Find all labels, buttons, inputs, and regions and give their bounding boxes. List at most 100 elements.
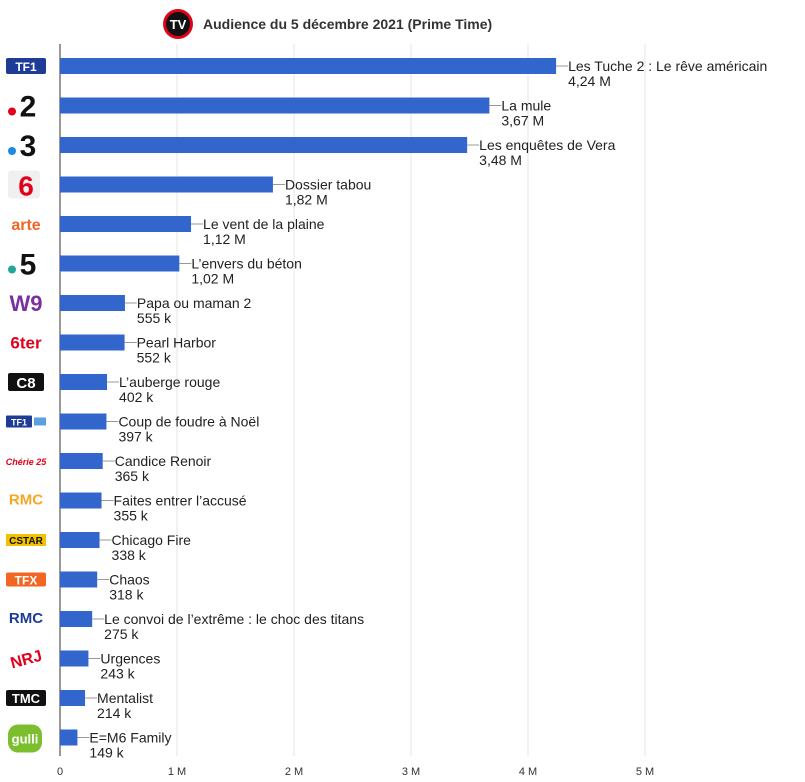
program-label: Le vent de la plaine: [203, 216, 325, 232]
bar: [60, 255, 180, 272]
value-label: 4,24 M: [568, 73, 611, 89]
value-label: 552 k: [137, 350, 172, 366]
logo-text: 3: [20, 130, 37, 163]
x-tick-label: 4 M: [519, 766, 537, 778]
logo-text: gulli: [12, 732, 39, 747]
program-label: Candice Renoir: [115, 453, 212, 469]
bar: [60, 413, 107, 430]
logo-text: NRJ: [9, 648, 44, 673]
program-label: Les Tuche 2 : Le rêve américain: [568, 58, 767, 74]
program-label: Les enquêtes de Vera: [479, 137, 615, 153]
nrj12-logo: NRJ: [9, 648, 44, 673]
france2-logo: 2: [8, 91, 36, 124]
logo-text: TFX: [15, 574, 38, 588]
program-label: Le convoi de l’extrême : le choc des tit…: [104, 611, 364, 627]
logo-text: RMC: [9, 610, 43, 627]
program-label: La mule: [501, 98, 551, 114]
bar: [60, 492, 102, 509]
value-label: 214 k: [97, 705, 132, 721]
value-label: 338 k: [112, 547, 147, 563]
chart-title: Audience du 5 décembre 2021 (Prime Time): [203, 16, 492, 32]
bar: [60, 453, 103, 469]
bar: [60, 650, 89, 667]
value-label: 397 k: [118, 429, 153, 445]
x-tick-label: 1 M: [168, 766, 186, 778]
value-label: 1,82 M: [285, 192, 328, 208]
value-label: 555 k: [137, 310, 172, 326]
logo-text: TF1: [11, 418, 27, 428]
logo-text: 6: [18, 171, 34, 202]
bar: [60, 611, 93, 627]
bar: [60, 176, 273, 193]
w9-logo: W9: [10, 291, 43, 316]
value-label: 243 k: [100, 666, 135, 682]
value-label: 318 k: [109, 587, 144, 603]
bar: [60, 334, 125, 351]
channel-logos: TF1 2 3 6 arte 5 W9 6ter C8 TF1 Chérie 25 RMC CSTAR T…: [6, 58, 48, 753]
rmc-decouverte-logo: RMC: [9, 610, 43, 627]
program-label: Pearl Harbor: [137, 335, 217, 351]
value-label: 1,02 M: [191, 271, 234, 287]
cstar-logo: CSTAR: [6, 534, 46, 547]
grid-lines: [59, 44, 646, 756]
logo-text: Chérie 25: [6, 457, 48, 467]
program-label: Chaos: [109, 572, 149, 588]
6ter-logo: 6ter: [10, 334, 42, 353]
value-label: 275 k: [104, 626, 139, 642]
program-label: Coup de foudre à Noël: [118, 414, 259, 430]
value-label: 402 k: [119, 389, 154, 405]
logo-text: RMC: [9, 492, 43, 509]
tf1-series-films-logo: TF1: [6, 415, 46, 428]
x-tick-label: 2 M: [285, 766, 303, 778]
program-label: Chicago Fire: [112, 532, 192, 548]
bar: [60, 216, 192, 232]
bar: [60, 729, 78, 746]
value-label: 3,48 M: [479, 152, 522, 168]
tfx-logo: TFX: [6, 572, 46, 588]
program-label: E=M6 Family: [89, 730, 171, 746]
logo-text: 6ter: [10, 334, 42, 353]
program-label: Urgences: [100, 651, 160, 667]
program-label: Faites entrer l’accusé: [114, 493, 247, 509]
cherie25-logo: Chérie 25: [6, 457, 48, 467]
value-label: 1,12 M: [203, 231, 246, 247]
logo-text: 2: [20, 91, 37, 124]
bar: [60, 97, 490, 114]
tmc-logo: TMC: [6, 690, 46, 706]
value-label: 365 k: [115, 468, 150, 484]
gulli-logo: gulli: [8, 724, 42, 753]
x-tick-label: 5 M: [636, 766, 654, 778]
tf1-logo: TF1: [6, 58, 46, 74]
logo-text: TF1: [15, 60, 37, 74]
bar: [60, 137, 468, 153]
program-label: L’auberge rouge: [119, 374, 220, 390]
logo-text: arte: [11, 217, 40, 234]
bars: [60, 58, 557, 746]
france5-logo: 5: [8, 249, 36, 282]
bar: [60, 571, 98, 588]
value-label: 355 k: [114, 508, 149, 524]
bar: [60, 532, 100, 548]
tv-logo-text: TV: [170, 17, 187, 32]
rmc-story-logo: RMC: [9, 492, 43, 509]
bar: [60, 374, 108, 390]
x-tick-label: 0: [57, 766, 63, 778]
program-label: Papa ou maman 2: [137, 295, 252, 311]
logo-text: W9: [10, 291, 43, 316]
logo-text: CSTAR: [9, 536, 43, 547]
m6-logo: 6: [8, 170, 40, 202]
bar: [60, 58, 557, 74]
logo-text: TMC: [12, 691, 41, 706]
program-label: Dossier tabou: [285, 177, 371, 193]
logo-text: C8: [16, 375, 35, 392]
program-label: Mentalist: [97, 690, 153, 706]
value-label: 3,67 M: [501, 113, 544, 129]
logo-text: 5: [20, 249, 37, 282]
x-tick-label: 3 M: [402, 766, 420, 778]
bar: [60, 690, 86, 706]
tv-logo-icon: TV: [163, 9, 193, 39]
c8-logo: C8: [8, 373, 44, 392]
france3-logo: 3: [8, 130, 36, 163]
